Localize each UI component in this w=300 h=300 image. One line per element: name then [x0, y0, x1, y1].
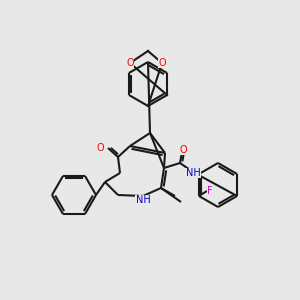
Text: O: O — [158, 58, 166, 68]
Text: F: F — [207, 186, 213, 196]
Text: NH: NH — [186, 168, 200, 178]
Text: O: O — [96, 143, 104, 153]
Text: O: O — [126, 58, 134, 68]
Text: NH: NH — [136, 195, 150, 205]
Text: O: O — [179, 145, 187, 155]
